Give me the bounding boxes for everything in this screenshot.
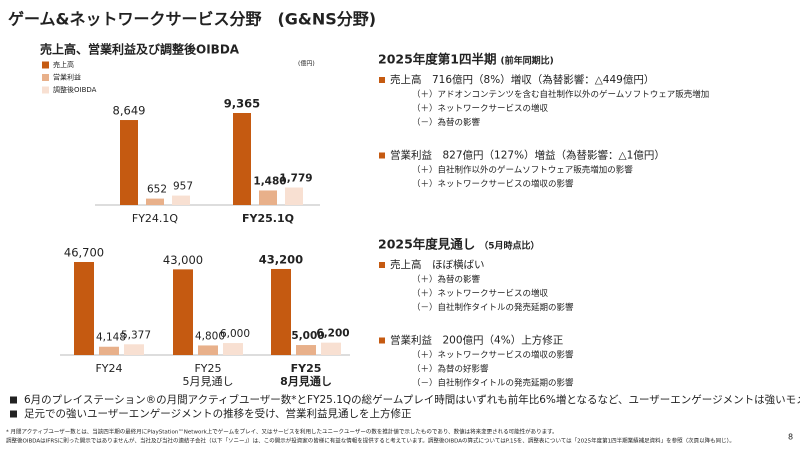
highlight-text: 6月のプレイステーション®の月間アクティブユーザー数*とFY25.1Qの総ゲーム… [24,393,800,406]
data-label: 43,200 [259,252,303,266]
data-label: 43,000 [163,253,203,267]
item-title: 売上高 ほぼ横ばい [390,258,485,271]
data-label: 1,779 [279,173,312,185]
bar [120,120,138,205]
bar [99,346,119,355]
item-title: 営業利益 200億円（4%）上方修正 [390,334,563,347]
bar [74,262,94,355]
bar [146,198,164,205]
section-note: (前年同期比) [501,55,554,67]
item-detail: （＋）ネットワークサービスの増収の影響 [412,350,574,361]
page-number: 8 [788,433,793,442]
item-detail: （－）自社制作タイトルの発売延期の影響 [412,302,574,313]
item-detail: （＋）ネットワークサービスの増収の影響 [412,179,574,190]
bar [259,190,277,205]
x-tick-label: FY25.1Q [242,212,294,225]
bullet [379,262,385,268]
data-label: 652 [147,184,167,196]
x-tick-label: FY24 [95,362,122,375]
bar [124,344,144,355]
data-label: 46,700 [64,246,104,260]
footnote: * 月間アクティブユーザー数とは、当該四半期の最終月にPlayStation™N… [6,428,558,436]
x-tick-label: FY24.1Q [132,212,179,225]
legend-label: 営業利益 [53,73,81,82]
bar [198,345,218,355]
data-label: 8,649 [113,104,146,118]
bar [233,113,251,205]
highlights: 6月のプレイステーション®の月間アクティブユーザー数*とFY25.1Qの総ゲーム… [10,393,800,420]
highlight-text: 足元での強いユーザーエンゲージメントの推移を受け、営業利益見通しを上方修正 [24,407,412,420]
item-detail: （－）自社制作タイトルの発売延期の影響 [412,378,574,389]
legend-label: 調整後OIBDA [53,85,97,94]
data-label: 9,365 [224,97,260,111]
footnote: 調整後OIBDAはIFRSに則った開示ではありませんが、当社及び当社の連結子会社… [6,437,735,445]
bar [296,345,316,355]
slide-title: ゲーム&ネットワークサービス分野 (G&NS分野) [8,10,376,29]
item-detail: （＋）アドオンコンテンツを含む自社制作以外のゲームソフトウェア販売増加 [412,89,709,100]
bullet [379,152,385,159]
data-label: 5,377 [121,329,151,341]
bar [223,343,243,355]
data-label: 5,000 [291,330,324,342]
bar [173,269,193,355]
item-detail: （＋）為替の好影響 [412,364,489,375]
item-title: 売上高 716億円（8%）増収（為替影響：△449億円） [390,73,654,86]
section-note: （5月時点比） [479,240,539,252]
data-label: 1,480 [253,175,286,187]
item-detail: （＋）為替の影響 [412,274,481,285]
data-label: 6,000 [220,328,250,340]
commentary: 2025年度第1四半期 (前年同期比) 売上高 716億円（8%）増収（為替影響：△… [378,52,709,389]
legend-swatch [42,74,49,81]
bullet [379,77,385,83]
item-detail: （－）為替の影響 [412,117,481,128]
item-title: 営業利益 827億円（127%）増益（為替影響：△1億円） [390,149,665,162]
chart-heading: 売上高、営業利益及び調整後OIBDA [40,42,240,57]
unit-label: (億円) [298,60,315,68]
item-detail: （＋）ネットワークサービスの増収 [412,288,549,299]
bullet [379,337,385,344]
section-heading: 2025年度見通し [378,237,475,252]
data-label: 6,200 [316,328,349,340]
bar [172,195,190,205]
x-tick-label: FY25 5月見通し [183,362,234,388]
legend-swatch [42,61,49,69]
bar [271,268,291,355]
data-label: 957 [173,181,193,193]
bullet [10,410,17,418]
data-label: 4,800 [195,330,225,342]
section-heading: 2025年度第1四半期 [378,52,497,67]
legend-swatch [42,86,49,94]
legend-label: 売上高 [53,60,74,69]
data-label: 4,148 [96,332,126,344]
item-detail: （＋）自社制作以外のゲームソフトウェア販売増加の影響 [412,165,633,176]
bar [285,187,303,205]
x-tick-label: FY25 8月見通し [280,362,332,388]
bar [321,342,341,355]
bullet [10,396,17,404]
item-detail: （＋）ネットワークサービスの増収 [412,103,549,114]
